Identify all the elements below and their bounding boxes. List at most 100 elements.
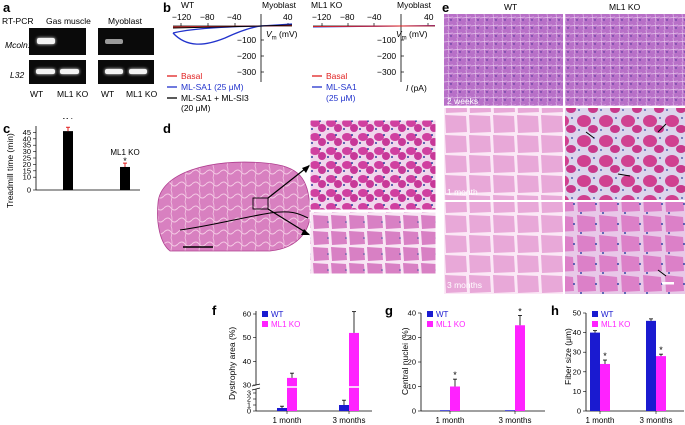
bar <box>646 320 656 411</box>
legend-swatch <box>592 321 598 327</box>
legend-swatch <box>262 321 268 327</box>
axis-break-mark <box>251 383 261 387</box>
legend-label: WT <box>601 310 614 319</box>
lane-ko-1: ML1 KO <box>57 89 89 99</box>
band <box>129 69 147 74</box>
panel-a-letter: a <box>3 0 11 15</box>
legend-mlsa1-ko-conc: (25 μM) <box>326 93 356 103</box>
b-xtick: −80 <box>340 12 355 22</box>
curve-mlsa1-wt-main <box>172 23 293 45</box>
band <box>105 39 123 44</box>
gel-l32-gas <box>29 60 86 84</box>
significance-mark: * <box>123 156 127 166</box>
legend-label: ML1 KO <box>271 320 300 329</box>
y-tick-label: 0 <box>247 407 251 416</box>
b-wt-title: WT <box>181 0 195 10</box>
bar <box>277 408 287 411</box>
bar <box>656 356 666 411</box>
band <box>37 38 55 44</box>
x-category-label: 3 months <box>333 416 366 425</box>
legend-label: WT <box>271 310 284 319</box>
y-tick-label: 40 <box>23 134 31 143</box>
x-category-label: 1 month <box>273 416 302 425</box>
y-tick-label: 10 <box>408 382 416 391</box>
x-category-label: 3 months <box>499 416 532 425</box>
y-tick-label: 20 <box>573 367 581 376</box>
e-row-1month: 1 month <box>447 187 478 197</box>
y-tick-label: 20 <box>408 358 416 367</box>
bar <box>505 410 515 411</box>
legend-swatch <box>592 311 598 317</box>
legend-swatch <box>262 311 268 317</box>
y-tick-label: 35 <box>23 141 31 150</box>
panel-b-letter: b <box>163 0 171 15</box>
y-tick-label: 0 <box>27 186 31 195</box>
b-ytick: −100 <box>237 35 257 45</box>
bar-category-label: WT <box>62 118 75 121</box>
b-ytick: −200 <box>237 51 257 61</box>
band <box>36 69 55 74</box>
y-tick-label: 25 <box>23 154 31 163</box>
y-tick-label: 15 <box>23 166 31 175</box>
gel-l32-myo <box>98 60 154 84</box>
legend-mlsi3: ML-SA1 + ML-SI3 <box>181 93 249 103</box>
panel-e-letter: e <box>442 0 450 15</box>
y-tick-label: 0 <box>412 407 416 416</box>
y-tick-label: 3 <box>247 389 251 398</box>
muscle-section-image <box>157 119 437 275</box>
gene-mcoln1: Mcoln1 <box>5 40 33 50</box>
e-col-ko: ML1 KO <box>609 2 641 12</box>
tissue-gas-muscle: Gas muscle <box>46 16 91 26</box>
b-xtick: −80 <box>200 12 215 22</box>
band <box>105 69 123 74</box>
bar-category-label: ML1 KO <box>110 148 139 157</box>
y-tick-label: 50 <box>573 309 581 318</box>
y-tick-label: 60 <box>243 310 251 319</box>
bar <box>515 325 525 411</box>
y-tick-label: 10 <box>573 387 581 396</box>
b-ko-cell: Myoblast <box>397 0 432 10</box>
y-tick-label: 30 <box>573 348 581 357</box>
y-tick-label: 45 <box>23 128 31 137</box>
rt-pcr-label: RT-PCR <box>2 16 34 26</box>
b-xlabel-left: Vm (mV) <box>266 29 298 42</box>
e-col-wt: WT <box>504 2 518 12</box>
b-xtick: −40 <box>227 12 242 22</box>
iv-curves <box>167 14 436 99</box>
legend-mlsa1: ML-SA1 (25 μM) <box>181 82 244 92</box>
e-row-2weeks: 2 weeks <box>447 96 479 106</box>
band <box>60 69 79 74</box>
y-tick-label: 20 <box>23 160 31 169</box>
bar <box>590 332 600 411</box>
lane-wt-2: WT <box>101 89 115 99</box>
y-tick-label: 1 <box>247 401 251 410</box>
y-tick-label: 50 <box>243 333 251 342</box>
axis-break-mark <box>251 387 261 391</box>
e-row-3months: 3 months <box>447 280 482 290</box>
bar <box>339 405 349 411</box>
b-xtick: 40 <box>283 12 293 22</box>
legend-label: WT <box>436 310 449 319</box>
y-tick-label: 40 <box>573 328 581 337</box>
b-ytick: −300 <box>377 67 397 77</box>
bar <box>287 377 297 411</box>
gene-l32: L32 <box>10 70 25 80</box>
b-xtick: 40 <box>424 12 434 22</box>
y-tick-label: 10 <box>23 173 31 182</box>
panel-c-letter: c <box>3 121 11 136</box>
f-ylabel: Dystrophy area (%) <box>227 326 237 400</box>
legend-label: ML1 KO <box>436 320 465 329</box>
lane-wt-1: WT <box>30 89 44 99</box>
b-xtick: −120 <box>172 12 192 22</box>
panel-h-letter: h <box>551 303 559 318</box>
y-tick-label: 30 <box>23 147 31 156</box>
b-ytick: −100 <box>377 35 397 45</box>
significance-mark: * <box>453 370 457 380</box>
curve-mlsi3-wt <box>172 24 293 29</box>
y-tick-label: 30 <box>408 333 416 342</box>
b-xtick: −120 <box>312 12 332 22</box>
